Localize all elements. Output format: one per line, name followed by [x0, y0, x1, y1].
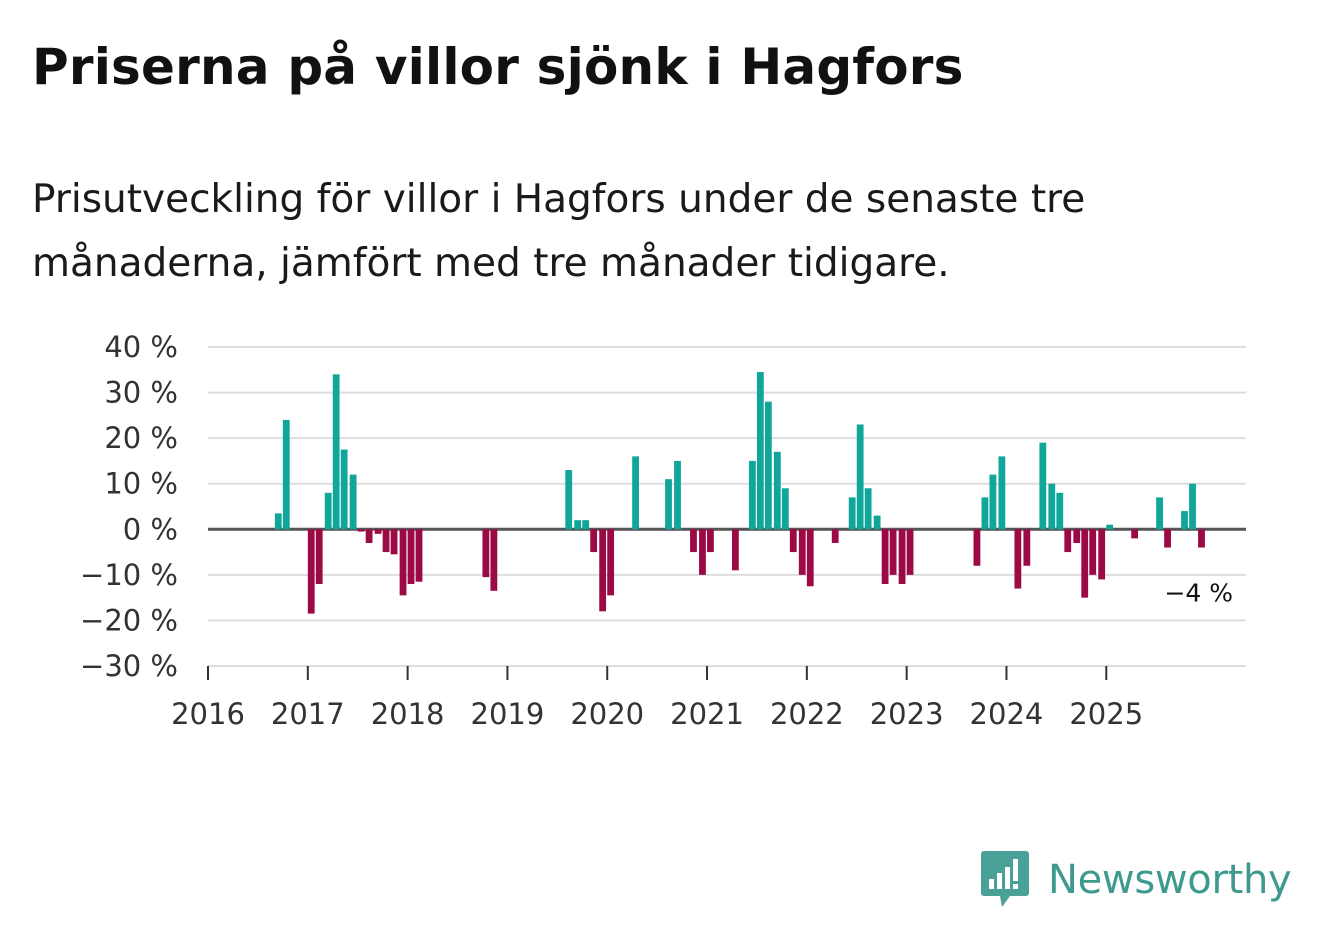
newsworthy-logo-icon — [981, 851, 1029, 907]
bar — [1189, 483, 1196, 530]
bar-chart: 40 %30 %20 %10 %0 %−10 %−20 %−30 % 2016 2… — [80, 330, 1246, 731]
x-axis: 2016 2017 2018 2019 2020 2021 2022 2023 2024 2025 — [171, 665, 1246, 731]
gridlines — [208, 346, 1246, 667]
bar — [582, 520, 590, 530]
last-value-label: −4 % — [1164, 579, 1233, 608]
bar — [699, 529, 706, 575]
bar — [282, 419, 290, 530]
x-tick-label: 2016 — [171, 697, 245, 731]
bar — [864, 488, 872, 530]
x-tick-label: 2020 — [570, 697, 644, 731]
bar — [798, 529, 806, 575]
bar — [632, 456, 639, 530]
bar — [973, 529, 981, 566]
bar — [756, 372, 764, 530]
bar — [781, 488, 789, 530]
chart-subtitle: Prisutveckling för villor i Hagfors unde… — [32, 177, 1086, 286]
bar — [748, 460, 756, 530]
bar — [731, 529, 739, 571]
bar — [365, 529, 373, 543]
bar — [806, 529, 814, 587]
x-tick-label: 2022 — [770, 697, 844, 731]
bar — [848, 497, 856, 530]
y-tick-label: 10 % — [104, 467, 178, 501]
bar — [332, 374, 340, 530]
bar — [873, 515, 881, 530]
bar — [831, 529, 839, 543]
bar — [906, 529, 914, 575]
bar — [357, 529, 365, 532]
bar — [1106, 524, 1114, 530]
bar — [665, 479, 672, 530]
x-tick-label: 2025 — [1069, 697, 1143, 731]
bar — [1156, 497, 1163, 530]
newsworthy-logo: Newsworthy — [980, 848, 1292, 912]
bar — [989, 474, 997, 530]
bar — [490, 529, 498, 591]
annotations: −4 % — [1164, 579, 1233, 608]
y-tick-label: 40 % — [104, 330, 178, 364]
x-tick-label: 2021 — [670, 697, 744, 731]
bar — [1039, 442, 1047, 530]
brand-name: Newsworthy — [1048, 857, 1292, 903]
bar — [599, 529, 607, 612]
bar — [1048, 483, 1056, 530]
y-tick-label: 30 % — [104, 376, 178, 410]
bar — [764, 401, 772, 530]
bar — [1181, 511, 1188, 530]
y-axis: 40 % 30 % 20 % 10 % 0 % −10 % −20 % −30 % — [80, 330, 178, 683]
x-tick-label: 2018 — [371, 697, 445, 731]
y-tick-label: −30 % — [80, 649, 178, 683]
y-tick-label: −10 % — [80, 558, 178, 592]
bar — [415, 529, 423, 582]
bar — [789, 529, 797, 553]
bar — [707, 529, 714, 553]
bar — [574, 520, 582, 530]
bar — [590, 529, 598, 553]
bar — [607, 529, 615, 596]
bar — [399, 529, 407, 596]
bars — [274, 372, 1205, 614]
x-tick-label: 2017 — [271, 697, 345, 731]
bar — [407, 529, 415, 584]
bar — [889, 529, 897, 575]
bar — [981, 497, 989, 530]
bar — [324, 492, 332, 530]
bar — [1014, 529, 1022, 589]
bar — [1131, 529, 1139, 539]
bar — [565, 470, 573, 530]
bar — [274, 513, 282, 530]
y-tick-label: 0 % — [123, 512, 178, 546]
bar — [349, 474, 357, 530]
bar — [690, 529, 697, 553]
bar — [1089, 529, 1097, 575]
bar — [1164, 529, 1171, 548]
bar — [340, 449, 348, 530]
bar — [674, 460, 681, 530]
bar — [1081, 529, 1089, 598]
bar — [390, 529, 398, 555]
y-tick-label: 20 % — [104, 421, 178, 455]
y-tick-label: −20 % — [80, 603, 178, 637]
bar — [1073, 529, 1081, 543]
x-tick-label: 2019 — [471, 697, 545, 731]
bar — [382, 529, 390, 553]
bar — [1023, 529, 1031, 566]
bar — [374, 529, 382, 534]
bar — [1056, 492, 1064, 530]
bar — [881, 529, 889, 584]
bar — [1098, 529, 1106, 580]
bar — [773, 451, 781, 530]
bar — [482, 529, 490, 578]
bar — [1064, 529, 1072, 553]
bar — [856, 424, 864, 530]
bar — [307, 529, 315, 614]
bar — [315, 529, 323, 584]
x-tick-label: 2023 — [870, 697, 944, 731]
bar — [1198, 529, 1205, 548]
bar — [898, 529, 906, 584]
x-tick-label: 2024 — [970, 697, 1044, 731]
chart-title: Priserna på villor sjönk i Hagfors — [32, 38, 964, 96]
bar — [998, 456, 1006, 530]
